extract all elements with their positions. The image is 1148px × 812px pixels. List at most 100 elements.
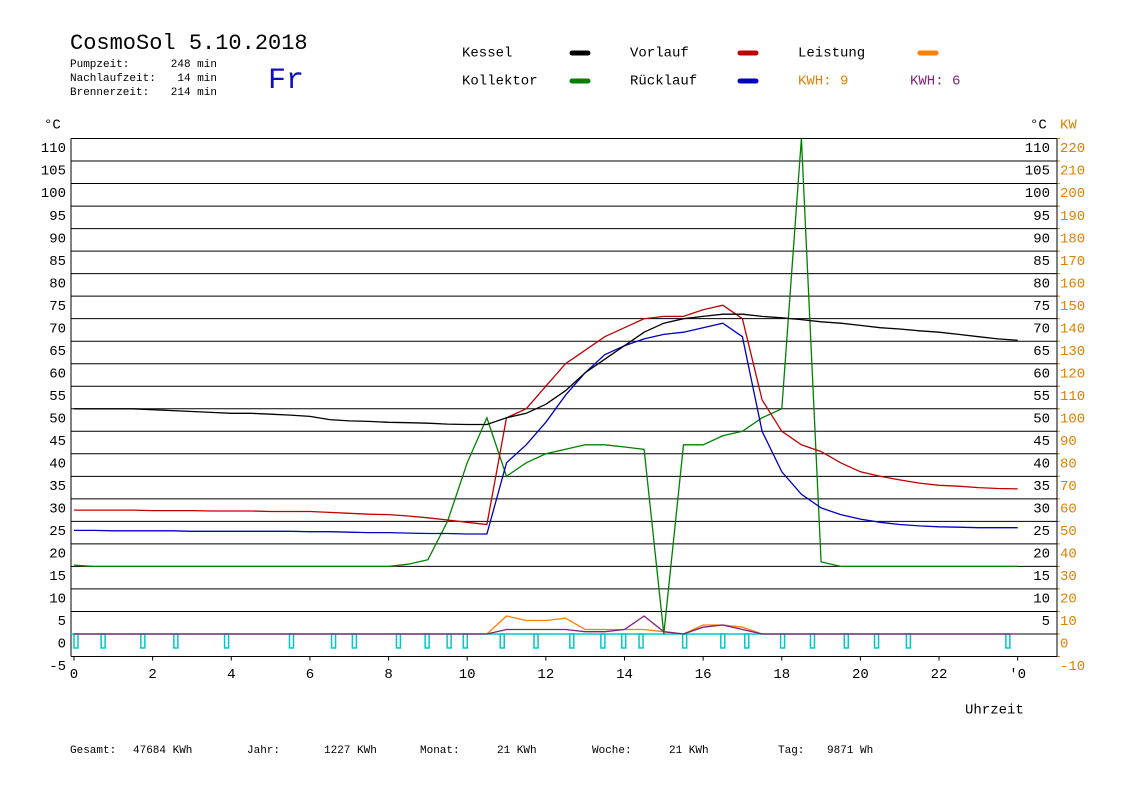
y-tick-label: 0 <box>58 637 66 653</box>
y-tick-label-right: 75 <box>1033 299 1050 315</box>
pump-pulse <box>569 633 575 649</box>
y-tick-label-right: 55 <box>1033 389 1050 405</box>
stat-value: 214 min <box>171 87 217 99</box>
y2-tick-label: 90 <box>1060 434 1077 450</box>
total-label: Woche: <box>592 745 632 757</box>
y2-tick-label: 130 <box>1060 344 1085 360</box>
pump-pulse <box>600 633 606 649</box>
y-tick-label: 55 <box>49 389 66 405</box>
pump-pulse <box>638 633 644 649</box>
total-value: 1227 KWh <box>324 745 377 757</box>
y-tick-label: 25 <box>49 524 66 540</box>
y2-tick-label: 170 <box>1060 254 1085 270</box>
y2-axis-unit: KW <box>1060 118 1077 134</box>
y-tick-label-right: 35 <box>1033 479 1050 495</box>
y-tick-label: 40 <box>49 457 66 473</box>
y-tick-label: 30 <box>49 502 66 518</box>
y-tick-label-right: 40 <box>1033 457 1050 473</box>
legend-label: Kollektor <box>462 74 538 90</box>
y-tick-label: 90 <box>49 231 66 247</box>
y2-tick-label: 20 <box>1060 592 1077 608</box>
x-tick-label: 2 <box>148 667 156 683</box>
total-value: 47684 KWh <box>133 745 192 757</box>
y2-tick-label: 30 <box>1060 569 1077 585</box>
y-tick-label: 50 <box>49 411 66 427</box>
y-axis-unit: °C <box>44 118 61 134</box>
y2-tick-label: 10 <box>1060 614 1077 630</box>
stat-value: 14 min <box>177 73 217 85</box>
y-tick-label: -5 <box>49 659 66 675</box>
y-tick-label-right: 70 <box>1033 321 1050 337</box>
y2-tick-label: 150 <box>1060 299 1085 315</box>
total-label: Gesamt: <box>70 745 116 757</box>
stat-label: Brennerzeit: <box>70 87 149 99</box>
y-tick-label-right: 15 <box>1033 569 1050 585</box>
series-line <box>74 304 1018 526</box>
y2-tick-label: 100 <box>1060 411 1085 427</box>
total-label: Monat: <box>420 745 460 757</box>
chart-title: CosmoSol 5.10.2018 <box>70 31 308 56</box>
x-tick-label: 0 <box>70 667 78 683</box>
total-value: 9871 Wh <box>827 745 873 757</box>
kwh-label: KWH: 9 <box>798 74 848 90</box>
y-tick-label: 105 <box>41 164 66 180</box>
y2-tick-label: 80 <box>1060 457 1077 473</box>
x-axis-label: Uhrzeit <box>965 703 1024 719</box>
legend-label: Vorlauf <box>630 46 689 62</box>
stat-label: Pumpzeit: <box>70 59 129 71</box>
legend-label: Rücklauf <box>630 74 697 90</box>
series-line <box>74 615 1018 635</box>
y2-tick-label: 0 <box>1060 637 1068 653</box>
y-tick-label-right: 65 <box>1033 344 1050 360</box>
total-label: Jahr: <box>247 745 280 757</box>
legend-label: Kessel <box>462 46 512 62</box>
y2-tick-label: 120 <box>1060 366 1085 382</box>
y-tick-label: 20 <box>49 547 66 563</box>
pump-pulse <box>620 633 627 649</box>
y-tick-label: 15 <box>49 569 66 585</box>
x-tick-label: 22 <box>931 667 948 683</box>
x-tick-label: 14 <box>616 667 633 683</box>
y-tick-label-right: 5 <box>1042 614 1050 630</box>
stat-value: 248 min <box>171 59 217 71</box>
y-tick-label: 110 <box>41 141 66 157</box>
y2-tick-label: 180 <box>1060 231 1085 247</box>
x-tick-label: 10 <box>459 667 476 683</box>
y2-tick-label: 200 <box>1060 186 1085 202</box>
y-tick-label-right: 100 <box>1025 186 1050 202</box>
y-tick-label-right: 80 <box>1033 276 1050 292</box>
stat-label: Nachlaufzeit: <box>70 73 156 85</box>
y2-tick-label: 70 <box>1060 479 1077 495</box>
y2-tick-label: -10 <box>1060 659 1085 675</box>
y-tick-label-right: 30 <box>1033 502 1050 518</box>
x-tick-label: 12 <box>537 667 554 683</box>
y-tick-label-right: 45 <box>1033 434 1050 450</box>
y-tick-label-right: 20 <box>1033 547 1050 563</box>
y-tick-label: 85 <box>49 254 66 270</box>
y-tick-label-right: 60 <box>1033 366 1050 382</box>
y-tick-label-right: 10 <box>1033 592 1050 608</box>
y2-tick-label: 160 <box>1060 276 1085 292</box>
y2-tick-label: 190 <box>1060 209 1085 225</box>
y-tick-label: 70 <box>49 321 66 337</box>
y-tick-label-right: 105 <box>1025 164 1050 180</box>
y-tick-label-right: 95 <box>1033 209 1050 225</box>
y2-tick-label: 140 <box>1060 321 1085 337</box>
y-tick-label: 80 <box>49 276 66 292</box>
y-tick-label-right: 25 <box>1033 524 1050 540</box>
y2-tick-label: 210 <box>1060 164 1085 180</box>
day-label: Fr <box>268 64 304 98</box>
y2-tick-label: 40 <box>1060 547 1077 563</box>
y-tick-label: 100 <box>41 186 66 202</box>
y-tick-label: 5 <box>58 614 66 630</box>
y2-tick-label: 60 <box>1060 502 1077 518</box>
y-tick-label-right: 110 <box>1025 141 1050 157</box>
y-tick-label-right: 50 <box>1033 411 1050 427</box>
legend-label: Leistung <box>798 46 865 62</box>
pump-pulse <box>533 633 539 649</box>
series-line <box>74 322 1018 535</box>
pump-pulse <box>744 633 750 649</box>
x-tick-label: 6 <box>306 667 314 683</box>
x-tick-label: 8 <box>384 667 392 683</box>
